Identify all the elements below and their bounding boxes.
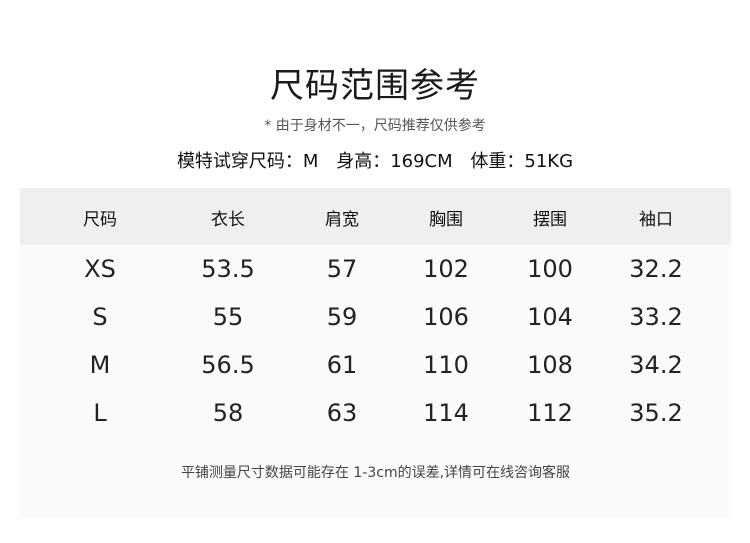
column-header: 衣长 xyxy=(211,210,245,230)
measurement-cell: 33.2 xyxy=(629,303,683,331)
measurement-cell: 106 xyxy=(423,303,469,331)
size-label: L xyxy=(93,399,107,427)
measurement-cell: 34.2 xyxy=(629,351,683,379)
column-header: 袖口 xyxy=(639,210,673,230)
measurement-cell: 110 xyxy=(423,351,469,379)
size-label: S xyxy=(92,303,108,331)
measurement-cell: 58 xyxy=(212,399,244,427)
page-title: 尺码范围参考 xyxy=(270,66,480,106)
measurement-note: 平铺测量尺寸数据可能存在 1-3cm的误差,详情可在线咨询客服 xyxy=(180,465,571,481)
table-header: 尺码 衣长 肩宽 胸围 摆围 袖口 xyxy=(20,188,731,245)
measurement-cell: 53.5 xyxy=(201,255,255,283)
size-label: M xyxy=(89,351,111,379)
measurement-cell: 114 xyxy=(423,399,469,427)
measurement-cell: 35.2 xyxy=(629,399,683,427)
model-info: 模特试穿尺码：M 身高：169CM 体重：51KG xyxy=(0,147,750,173)
measurement-cell: 55 xyxy=(212,303,244,331)
measurement-cell: 63 xyxy=(326,399,358,427)
column-header: 尺码 xyxy=(83,210,117,230)
model-size: 模特试穿尺码：M xyxy=(176,151,319,172)
measurement-cell: 108 xyxy=(527,351,573,379)
measurement-cell: 59 xyxy=(326,303,358,331)
column-header: 胸围 xyxy=(429,210,463,230)
column-header: 摆围 xyxy=(533,210,567,230)
measurement-cell: 104 xyxy=(527,303,573,331)
measurement-cell: 56.5 xyxy=(201,351,255,379)
size-table: 尺码 衣长 肩宽 胸围 摆围 袖口 XS 53.5 57 102 100 32.2 S 55 59 106 1… xyxy=(20,188,731,517)
measurement-cell: 57 xyxy=(326,255,358,283)
size-label: XS xyxy=(84,255,116,283)
size-disclaimer: * 由于身材不一，尺码推荐仅供参考 xyxy=(264,118,486,134)
model-weight: 体重：51KG xyxy=(470,151,574,172)
measurement-cell: 61 xyxy=(326,351,358,379)
measurement-cell: 100 xyxy=(527,255,573,283)
measurement-cell: 32.2 xyxy=(629,255,683,283)
measurement-cell: 112 xyxy=(527,399,573,427)
measurement-cell: 102 xyxy=(423,255,469,283)
column-header: 肩宽 xyxy=(325,210,359,230)
model-height: 身高：169CM xyxy=(336,151,453,172)
